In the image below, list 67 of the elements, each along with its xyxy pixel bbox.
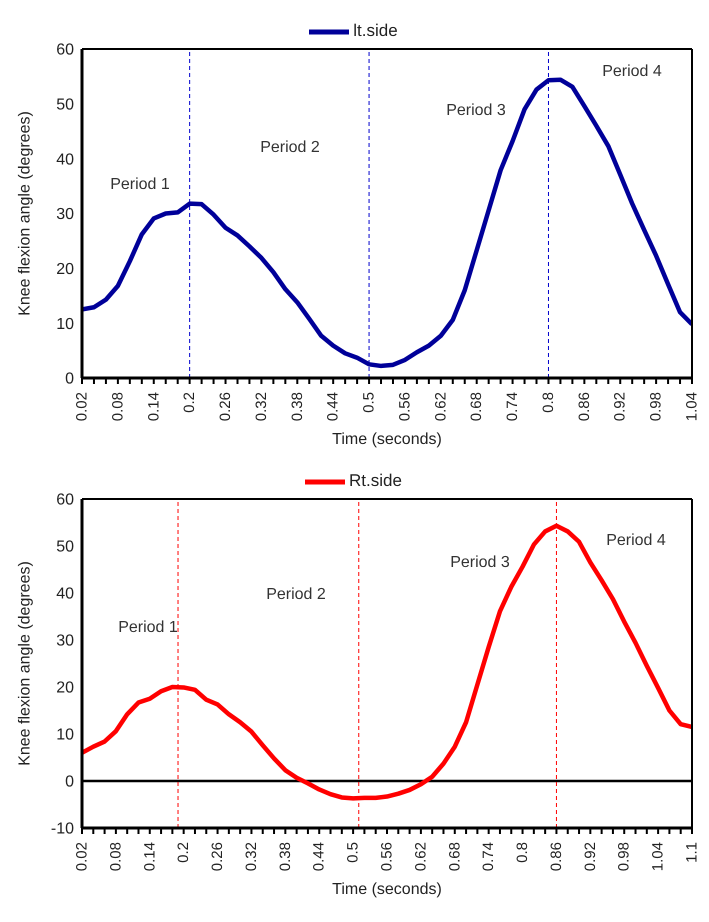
x-tick-label: 0.02 bbox=[74, 392, 90, 422]
x-tick-label: 0.14 bbox=[145, 392, 162, 422]
x-tick-label: 0.8 bbox=[514, 842, 532, 863]
y-tick-label: 0 bbox=[65, 774, 74, 791]
x-tick-label: 0.92 bbox=[582, 842, 599, 872]
legend-label: lt.side bbox=[353, 21, 398, 40]
x-tick-label: 0.98 bbox=[616, 842, 633, 872]
x-tick-label: 0.2 bbox=[181, 392, 198, 413]
x-tick-label: 0.44 bbox=[324, 392, 342, 422]
x-tick-label: 0.08 bbox=[107, 842, 124, 872]
y-axis-title: Knee flexion angle (degrees) bbox=[16, 111, 34, 316]
legend-label: Rt.side bbox=[349, 471, 402, 490]
y-tick-label: 20 bbox=[56, 261, 74, 278]
x-axis-title: Time (seconds) bbox=[332, 431, 442, 448]
x-tick-label: 0.62 bbox=[432, 392, 450, 422]
y-tick-label: 30 bbox=[56, 206, 74, 224]
x-tick-label: 0.38 bbox=[288, 392, 306, 422]
y-axis-title: Knee flexion angle (degrees) bbox=[16, 561, 34, 766]
y-tick-label: 60 bbox=[56, 42, 74, 59]
x-tick-label: 0.56 bbox=[378, 842, 396, 872]
x-tick-label: 0.86 bbox=[548, 842, 565, 872]
y-tick-label: 0 bbox=[65, 370, 74, 388]
x-tick-label: 0.74 bbox=[480, 842, 498, 872]
annotation: Period 3 bbox=[450, 554, 510, 572]
x-tick-label: 0.86 bbox=[576, 392, 593, 422]
y-tick-label: 10 bbox=[56, 726, 74, 744]
y-tick-label: 40 bbox=[56, 151, 74, 168]
x-tick-label: 1.1 bbox=[684, 842, 700, 863]
y-tick-label: 10 bbox=[56, 316, 74, 333]
y-tick-label: 50 bbox=[56, 96, 74, 114]
x-tick-label: 1.04 bbox=[650, 842, 667, 872]
y-tick-label: 60 bbox=[56, 492, 74, 509]
x-tick-label: 0.74 bbox=[504, 392, 522, 422]
x-tick-label: 0.32 bbox=[252, 392, 270, 422]
x-tick-label: 0.02 bbox=[74, 842, 90, 872]
x-tick-label: 0.92 bbox=[612, 392, 629, 422]
x-tick-label: 0.26 bbox=[217, 392, 234, 422]
line-series bbox=[82, 77, 692, 368]
x-tick-label: 0.44 bbox=[310, 842, 328, 872]
x-tick-label: 0.68 bbox=[468, 392, 486, 422]
x-tick-label: 1.04 bbox=[684, 392, 700, 422]
x-tick-label: 0.5 bbox=[344, 842, 362, 863]
y-tick-label: 20 bbox=[56, 680, 74, 697]
y-tick-label: 50 bbox=[56, 538, 74, 556]
x-tick-label: 0.62 bbox=[412, 842, 430, 872]
x-tick-label: 0.68 bbox=[446, 842, 464, 872]
x-tick-label: 0.2 bbox=[175, 842, 192, 863]
x-tick-label: 0.08 bbox=[109, 392, 126, 422]
annotation: Period 4 bbox=[602, 63, 662, 81]
x-axis-title: Time (seconds) bbox=[332, 881, 442, 898]
x-tick-label: 0.5 bbox=[360, 392, 378, 413]
x-tick-label: 0.56 bbox=[396, 392, 414, 422]
annotation: Period 3 bbox=[446, 102, 506, 120]
x-tick-label: 0.38 bbox=[276, 842, 294, 872]
x-tick-label: 0.98 bbox=[648, 392, 665, 422]
annotation: Period 2 bbox=[260, 139, 320, 157]
y-tick-label: -10 bbox=[50, 820, 74, 838]
y-tick-label: 30 bbox=[56, 632, 74, 650]
annotation: Period 1 bbox=[110, 176, 170, 194]
x-tick-label: 0.14 bbox=[141, 842, 158, 872]
y-tick-label: 40 bbox=[56, 586, 74, 603]
annotation: Period 2 bbox=[266, 586, 326, 604]
x-tick-label: 0.32 bbox=[242, 842, 260, 872]
x-tick-label: 0.26 bbox=[209, 842, 226, 872]
annotation: Period 1 bbox=[118, 619, 178, 637]
x-tick-label: 0.8 bbox=[540, 392, 557, 413]
annotation: Period 4 bbox=[606, 532, 666, 550]
